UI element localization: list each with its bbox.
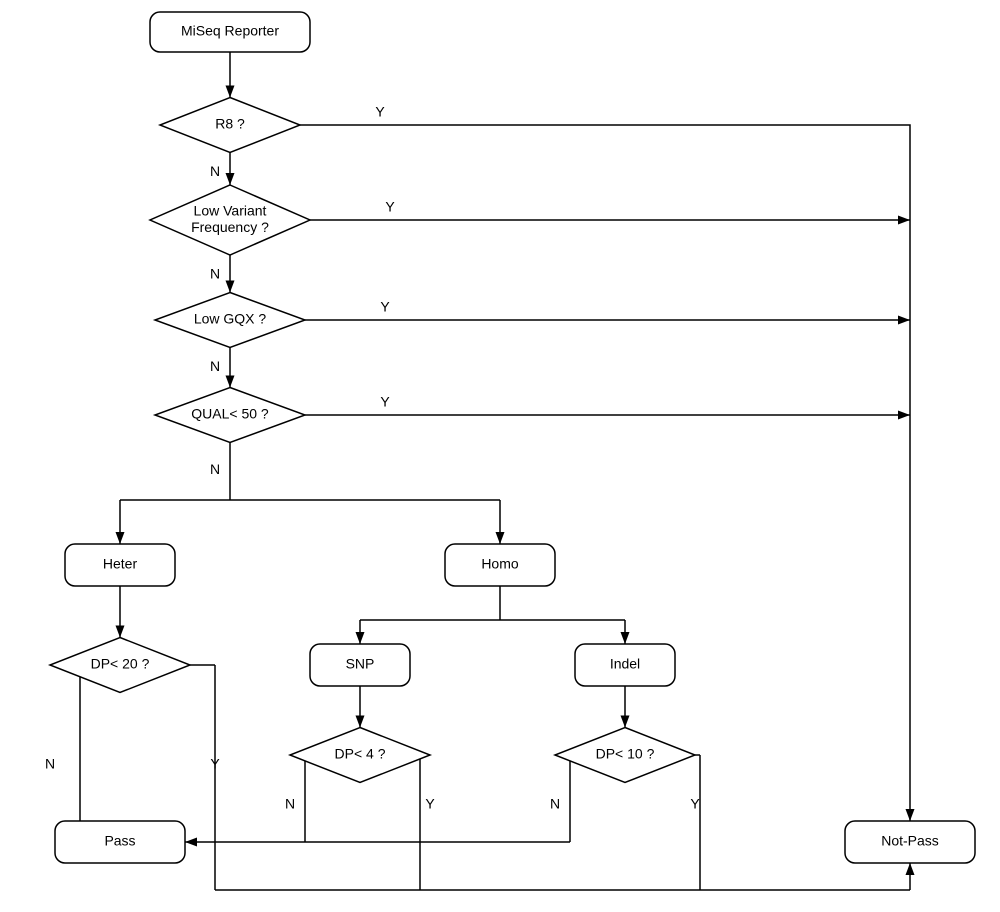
node-indel-label: Indel bbox=[610, 656, 640, 672]
edge-label: Y bbox=[385, 199, 395, 215]
edge-label: N bbox=[210, 461, 220, 477]
edge-label: Y bbox=[425, 796, 435, 812]
edge-label: N bbox=[550, 796, 560, 812]
edge bbox=[300, 125, 910, 821]
edge-label: Y bbox=[380, 394, 390, 410]
node-dp4-label: DP< 4 ? bbox=[335, 746, 386, 762]
node-snp-label: SNP bbox=[346, 656, 375, 672]
edge-label: Y bbox=[210, 756, 220, 772]
node-lowvar-label: Low Variant bbox=[194, 203, 267, 219]
edge-label: N bbox=[210, 163, 220, 179]
node-pass: Pass bbox=[55, 821, 185, 863]
node-lowgqx-label: Low GQX ? bbox=[194, 311, 267, 327]
node-indel: Indel bbox=[575, 644, 675, 686]
edge-label: N bbox=[210, 266, 220, 282]
node-pass-label: Pass bbox=[104, 833, 135, 849]
node-notpass: Not-Pass bbox=[845, 821, 975, 863]
node-start: MiSeq Reporter bbox=[150, 12, 310, 52]
node-heter: Heter bbox=[65, 544, 175, 586]
node-snp: SNP bbox=[310, 644, 410, 686]
node-r8-label: R8 ? bbox=[215, 116, 245, 132]
edge-label: Y bbox=[690, 796, 700, 812]
node-lowvar-label: Frequency ? bbox=[191, 219, 269, 235]
node-heter-label: Heter bbox=[103, 556, 138, 572]
node-dp20-label: DP< 20 ? bbox=[91, 656, 150, 672]
node-homo: Homo bbox=[445, 544, 555, 586]
edge-label: Y bbox=[375, 104, 385, 120]
node-start-label: MiSeq Reporter bbox=[181, 23, 279, 39]
edge-label: N bbox=[210, 358, 220, 374]
node-qual-label: QUAL< 50 ? bbox=[191, 406, 269, 422]
node-dp4: DP< 4 ? bbox=[290, 728, 430, 783]
node-lowvar: Low VariantFrequency ? bbox=[150, 185, 310, 255]
edge-label: N bbox=[45, 756, 55, 772]
node-homo-label: Homo bbox=[481, 556, 519, 572]
flowchart-canvas: Y N Y N Y N Y N N Y N Y N Y MiSeq Reporter R8 ? Low Vari… bbox=[0, 0, 1000, 912]
node-r8: R8 ? bbox=[160, 98, 300, 153]
edge-label: N bbox=[285, 796, 295, 812]
node-dp10-label: DP< 10 ? bbox=[596, 746, 655, 762]
edge-label: Y bbox=[380, 299, 390, 315]
node-notpass-label: Not-Pass bbox=[881, 833, 939, 849]
node-lowgqx: Low GQX ? bbox=[155, 293, 305, 348]
node-qual: QUAL< 50 ? bbox=[155, 388, 305, 443]
node-dp20: DP< 20 ? bbox=[50, 638, 190, 693]
node-dp10: DP< 10 ? bbox=[555, 728, 695, 783]
